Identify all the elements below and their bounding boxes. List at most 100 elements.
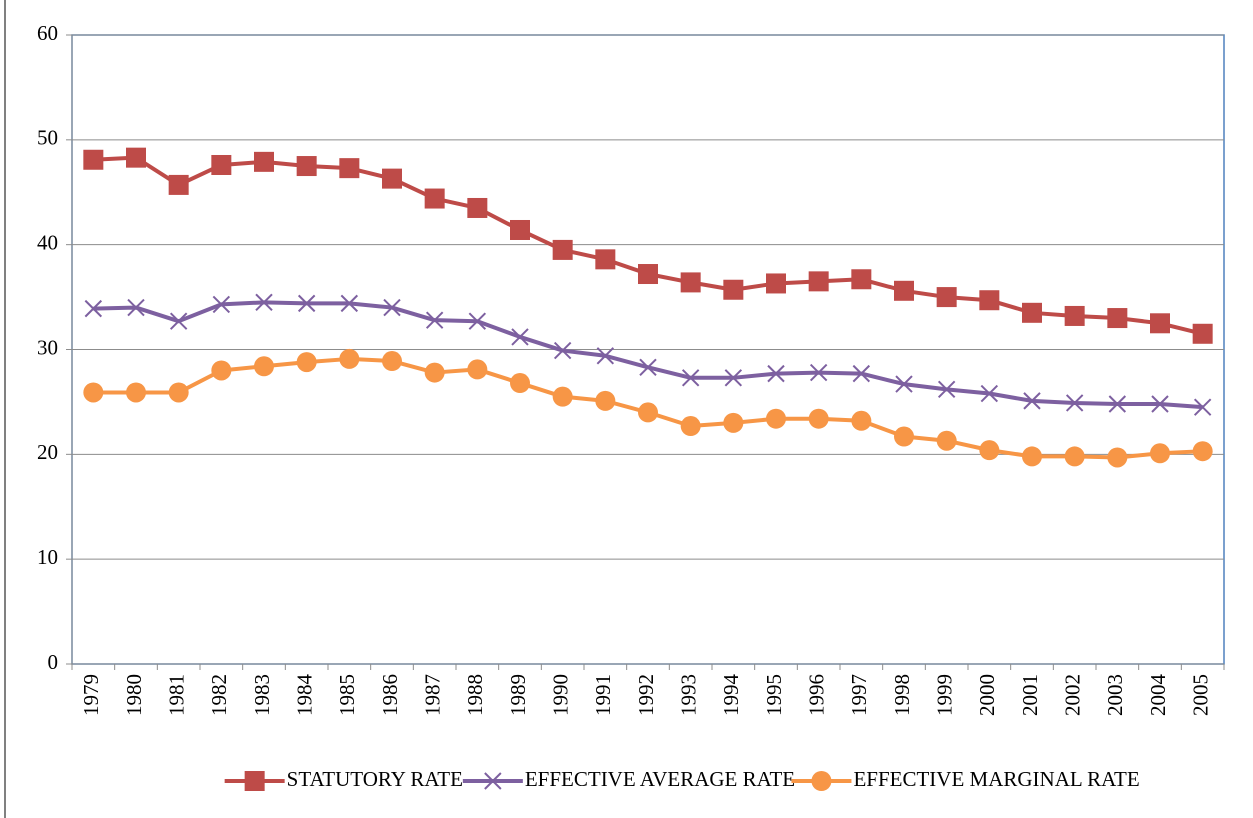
x-tick-label: 1994 [719,674,743,717]
marker [1192,441,1213,462]
x-tick-label: 1995 [762,674,786,716]
marker [724,369,743,387]
marker [980,384,999,403]
marker [1150,443,1170,464]
x-tick-label: 1992 [634,674,658,716]
marker [979,440,1000,461]
x-tick-label: 1986 [378,674,402,716]
marker [297,294,316,313]
y-tick-label: 0 [48,650,59,674]
x-tick-label: 1990 [548,674,572,716]
x-tick-label: 1981 [164,674,188,716]
marker [169,312,188,330]
marker [1064,446,1085,467]
marker [168,382,189,403]
marker [1192,323,1213,344]
marker [1065,394,1084,412]
marker [467,359,488,380]
marker [1193,398,1212,416]
y-tick-label: 50 [37,126,58,150]
marker [895,375,913,393]
marker [852,364,871,383]
y-tick-label: 60 [37,21,58,45]
legend-label: STATUTORY RATE [287,767,463,791]
marker [766,408,786,429]
marker [127,298,145,317]
marker [979,290,1000,311]
marker [766,273,786,294]
marker [126,382,146,403]
marker [424,362,445,383]
marker [595,390,616,411]
marker [383,298,401,317]
marker [638,264,658,285]
x-tick-label: 1980 [122,674,146,716]
marker [1107,447,1128,468]
x-tick-label: 1985 [335,674,359,716]
marker [468,312,487,330]
marker [467,197,488,218]
x-tick-label: 1993 [676,674,700,716]
marker [808,271,829,292]
marker [424,188,445,209]
marker [425,311,444,329]
x-tick-label: 1996 [804,674,828,716]
x-tick-label: 2005 [1188,674,1212,716]
marker [1150,313,1170,334]
marker [936,430,957,451]
marker [894,426,914,447]
marker [553,341,572,360]
marker [211,154,232,175]
x-tick-label: 2001 [1018,674,1042,716]
y-tick-label: 30 [37,335,58,359]
marker [936,287,957,308]
marker [126,147,146,168]
y-tick-label: 20 [37,440,58,464]
x-tick-label: 1983 [250,674,274,716]
marker [723,279,744,300]
x-tick-label: 2004 [1146,674,1170,717]
marker [1023,392,1041,410]
marker [296,156,317,177]
legend-label: EFFECTIVE AVERAGE RATE [525,767,795,791]
marker [809,363,828,382]
marker [84,299,103,318]
y-tick-label: 40 [37,230,58,254]
x-tick-label: 1991 [591,674,615,716]
marker [296,352,317,373]
x-tick-label: 1989 [506,674,530,716]
marker [851,269,872,290]
x-tick-label: 1984 [292,674,316,717]
marker [340,294,359,313]
marker [638,402,658,423]
marker [723,412,744,433]
marker [1108,395,1127,413]
marker [680,416,701,437]
marker [254,356,274,377]
marker [639,358,657,377]
marker [680,272,701,293]
marker [511,328,529,346]
marker [382,351,402,372]
marker [1022,302,1042,323]
marker [595,249,616,270]
marker [382,168,402,189]
legend-label: EFFECTIVE MARGINAL RATE [853,767,1139,791]
x-tick-label: 1988 [463,674,487,716]
y-tick-label: 10 [37,545,58,569]
marker [83,149,104,170]
marker [254,151,274,172]
legend-marker [811,771,832,791]
x-tick-label: 2003 [1103,674,1127,716]
marker [510,373,530,394]
marker [552,239,573,260]
marker [339,348,360,369]
x-tick-label: 1997 [847,674,871,716]
marker [552,386,573,407]
legend-marker [484,772,502,790]
marker [339,158,360,179]
x-tick-label: 1999 [932,674,956,716]
marker [681,369,700,387]
legend-marker [244,771,265,791]
